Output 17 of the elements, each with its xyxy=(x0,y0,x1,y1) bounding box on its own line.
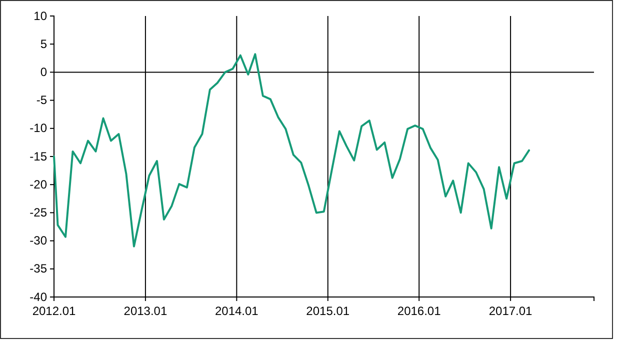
x-tick-label: 2016.01 xyxy=(397,304,442,318)
x-tick-label: 2017.01 xyxy=(488,304,533,318)
y-tick-label: -20 xyxy=(30,177,48,192)
y-tick-label: -5 xyxy=(36,93,48,108)
y-tick-label: 10 xyxy=(34,8,48,23)
x-tick-label: 2014.01 xyxy=(214,304,259,318)
y-tick-label: 0 xyxy=(40,65,48,80)
x-tick-label: 2012.01 xyxy=(32,304,76,318)
y-tick-label: -35 xyxy=(30,262,48,276)
x-tick-label: 2013.01 xyxy=(124,304,168,318)
y-tick-label: -15 xyxy=(30,149,48,164)
y-tick-label: -10 xyxy=(30,121,48,136)
y-tick-label: -25 xyxy=(30,206,48,220)
y-tick-label: -40 xyxy=(30,290,48,304)
y-tick-label: 5 xyxy=(40,36,48,51)
y-tick-label: -30 xyxy=(30,234,48,248)
x-tick-label: 2015.01 xyxy=(306,304,350,318)
